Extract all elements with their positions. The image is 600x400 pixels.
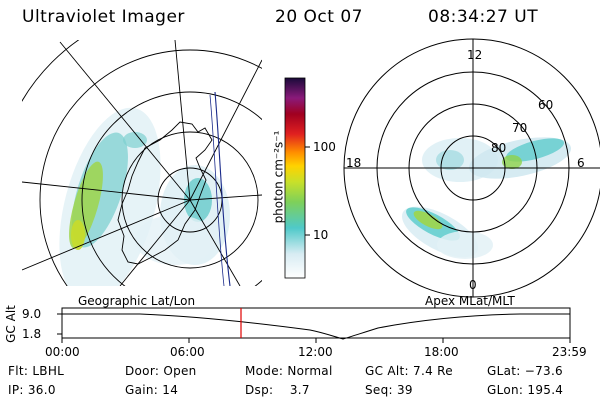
- aurora-emission-right: [401, 137, 572, 259]
- info-ip: IP: 36.0: [8, 383, 56, 397]
- info-glon: GLon: 195.4: [487, 383, 564, 397]
- timeline-xtick-0: 00:00: [45, 345, 80, 359]
- geographic-map: [22, 40, 262, 286]
- info-dsp: Dsp: 3.7: [245, 383, 310, 397]
- observation-date: 20 Oct 07: [275, 7, 363, 27]
- latitude-circles: [22, 40, 262, 286]
- timeline-xtick-3: 18:00: [424, 345, 459, 359]
- longitude-lines: [22, 40, 262, 286]
- info-glat: GLat: −73.6: [487, 364, 563, 378]
- observation-time: 08:34:27 UT: [428, 7, 539, 27]
- mlat-label-80: 80: [491, 141, 507, 155]
- timeline-xtick-1: 06:00: [170, 345, 205, 359]
- mlt-lines: [344, 39, 600, 297]
- altitude-timeline: [57, 307, 571, 343]
- mlt-label-18: 18: [346, 156, 362, 170]
- mlat-label-70: 70: [512, 121, 528, 135]
- mlt-label-6: 6: [577, 156, 585, 170]
- colorbar-tick-100: 100: [313, 140, 336, 154]
- altitude-curve: [62, 313, 570, 340]
- timeline-axis-label: GC Alt: [3, 305, 18, 343]
- colorbar-unit-label: photon cm⁻²s⁻¹: [271, 130, 286, 224]
- mlat-label-60: 60: [538, 98, 554, 112]
- timeline-ytick-low: 1.8: [22, 327, 42, 341]
- right-panel-label: Apex MLat/MLT: [425, 294, 515, 308]
- intensity-colorbar: [284, 77, 310, 279]
- mlt-label-12: 12: [467, 48, 483, 62]
- timeline-xtick-4: 23:59: [552, 345, 587, 359]
- colorbar-tick-10: 10: [313, 228, 329, 242]
- timeline-ytick-high: 9.0: [22, 307, 42, 321]
- mlt-label-0: 0: [469, 278, 477, 292]
- orbit-track: [214, 91, 231, 286]
- aurora-emission-left: [59, 107, 230, 286]
- instrument-title: Ultraviolet Imager: [22, 7, 185, 27]
- info-seq: Seq: 39: [365, 383, 413, 397]
- info-door: Door: Open: [125, 364, 197, 378]
- mlat-mlt-polar-plot: [343, 38, 600, 298]
- info-gain: Gain: 14: [125, 383, 179, 397]
- antarctica-coastline: [117, 121, 213, 265]
- info-gc-alt: GC Alt: 7.4 Re: [365, 364, 453, 378]
- left-panel-label: Geographic Lat/Lon: [78, 294, 196, 308]
- timeline-xtick-2: 12:00: [298, 345, 333, 359]
- info-flt: Flt: LBHL: [8, 364, 65, 378]
- info-mode: Mode: Normal: [245, 364, 333, 378]
